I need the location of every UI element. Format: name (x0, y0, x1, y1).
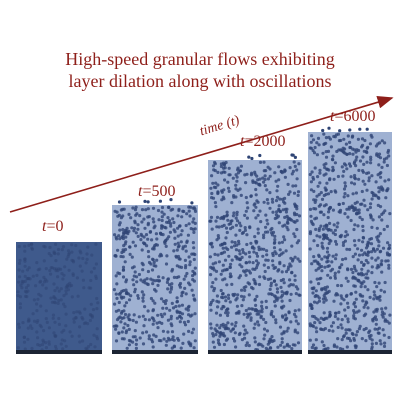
snapshot-t2000-block (208, 153, 302, 354)
snapshot-t0-block (16, 242, 102, 354)
figure-title-line-1: High-speed granular flows exhibiting (65, 49, 335, 69)
snapshot-t6000-block (308, 126, 392, 354)
snapshot-label-t2000: t=2000 (240, 133, 286, 150)
figure-title-line-2: layer dilation along with oscillations (68, 71, 332, 91)
snapshot-t500-block (112, 198, 198, 354)
snapshot-label-t6000: t=6000 (330, 108, 376, 125)
snapshot-label-t500: t=500 (138, 183, 176, 200)
time-arrow (9, 95, 394, 213)
snapshot-label-t0: t=0 (42, 218, 64, 235)
